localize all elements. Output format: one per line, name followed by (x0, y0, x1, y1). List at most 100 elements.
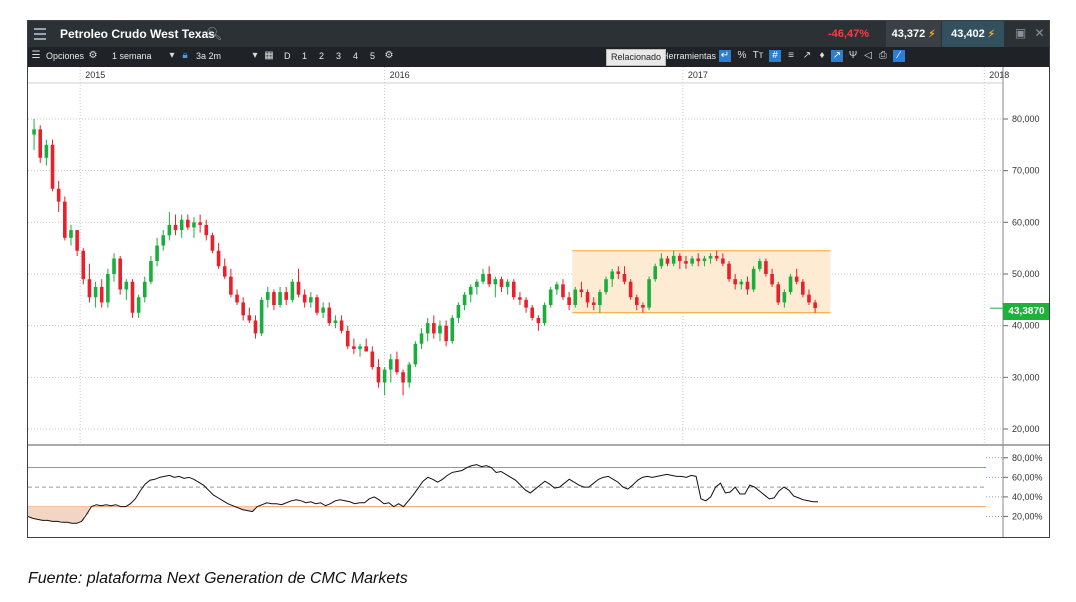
candle (167, 212, 172, 241)
close-icon[interactable]: ✕ (1034, 26, 1045, 40)
tools-menu[interactable]: Herramientas (662, 51, 717, 61)
sell-price-button[interactable]: 43,372 ⚡︎ (886, 21, 941, 47)
price-axis: 80,000 70,000 60,000 50,000 40,000 30,000 20,0… (990, 114, 1040, 434)
candle-body (530, 307, 535, 318)
y-tick-label: 30,000 (1012, 372, 1040, 382)
candle (358, 343, 362, 357)
candle (739, 279, 744, 290)
candle (124, 279, 129, 300)
pointer-icon[interactable]: ↗ (802, 50, 812, 61)
buy-price-button[interactable]: 43,402 ⚡︎ (942, 21, 1004, 47)
interval-select[interactable]: 1 semana (112, 51, 152, 61)
dropdown-arrow-icon[interactable]: ▾ (169, 50, 175, 61)
candle-body (124, 281, 129, 290)
period-3[interactable]: 3 (336, 51, 342, 61)
bolt-icon: ⚡︎ (987, 29, 995, 40)
candle-body (776, 284, 781, 303)
period-2[interactable]: 2 (319, 51, 325, 61)
candle (499, 276, 504, 293)
candle-body (696, 258, 701, 262)
range-select[interactable]: 3a 2m (196, 51, 222, 61)
y-tick-label: 40,000 (1012, 321, 1040, 331)
candle-body (499, 279, 504, 287)
popout-icon[interactable]: ▣ (1014, 26, 1027, 40)
candle (807, 289, 811, 305)
candle-body (641, 305, 645, 308)
candle-body (542, 305, 547, 324)
candle-body (628, 281, 633, 298)
x-tick-label: 2016 (390, 70, 410, 80)
candle (505, 279, 510, 295)
candle (782, 289, 787, 308)
candle (518, 292, 522, 305)
period-4[interactable]: 4 (353, 51, 359, 61)
print-icon[interactable]: ⎙ (879, 50, 887, 61)
candle (401, 369, 405, 396)
pattern-icon[interactable]: ≡ (788, 50, 794, 61)
candle (776, 281, 781, 305)
rsi-panel: 80,00% 60,00% 40,00% 20,00% (28, 453, 1043, 524)
candle (573, 286, 578, 308)
candle-body (44, 144, 49, 158)
shape-icon[interactable]: ◁ (864, 50, 872, 61)
gear-icon[interactable]: ⚙ (384, 50, 394, 61)
candle (438, 320, 442, 342)
marker-icon[interactable]: ♦ (819, 50, 825, 61)
candle (591, 297, 596, 311)
dropdown-arrow-icon[interactable]: ▾ (252, 50, 258, 61)
candle (345, 325, 350, 349)
crosshair-icon[interactable]: ↵ (719, 50, 731, 62)
candle (671, 250, 676, 267)
bolt-icon: ⚡︎ (928, 29, 936, 40)
candle (419, 328, 424, 349)
related-button[interactable]: Relacionado (606, 49, 667, 66)
candle-body (87, 279, 92, 298)
candle (376, 359, 381, 388)
gear-icon[interactable]: ⚙ (88, 50, 98, 61)
candle (81, 248, 86, 285)
candle (690, 255, 694, 267)
text-icon[interactable]: Tт (752, 50, 764, 61)
hamburger-icon[interactable] (34, 28, 46, 40)
price-chart[interactable]: 2015 2016 2017 2018 80,000 70,000 60,000 50,00… (28, 21, 1050, 538)
candle (468, 284, 473, 303)
candle (450, 315, 455, 344)
fork-icon[interactable]: Ψ (848, 50, 858, 61)
period-d[interactable]: D (284, 51, 291, 61)
candle (444, 320, 448, 347)
candle (241, 297, 245, 321)
candle-body (536, 317, 541, 324)
candle-body (432, 323, 436, 334)
candle-body (721, 258, 725, 264)
candle (309, 292, 313, 308)
eraser-icon[interactable]: ∕ (893, 50, 905, 62)
candle (548, 286, 553, 308)
period-5[interactable]: 5 (370, 51, 376, 61)
options-menu[interactable]: Opciones (46, 51, 85, 61)
rsi-oversold-area (28, 506, 255, 524)
candle (93, 281, 98, 308)
search-icon[interactable]: 🔍︎ (206, 26, 223, 41)
calendar-icon[interactable]: ▦ (264, 50, 274, 61)
candle (481, 268, 485, 285)
candle-body (253, 320, 258, 334)
candle-body (462, 294, 467, 305)
period-1[interactable]: 1 (302, 51, 308, 61)
candle-body (186, 219, 190, 228)
candle-body (419, 333, 424, 344)
candle (524, 297, 528, 313)
candle (272, 289, 276, 311)
trendline-icon[interactable]: ↗ (831, 50, 843, 62)
candle-body (229, 276, 233, 295)
lock-icon[interactable]: 🔒︎ (182, 50, 188, 61)
candle-body (622, 274, 627, 282)
y-tick-label: 50,000 (1012, 269, 1040, 279)
candle (567, 292, 571, 311)
candle (555, 281, 559, 295)
candle (32, 119, 36, 150)
candle (813, 299, 817, 313)
grid-icon[interactable]: # (769, 50, 781, 62)
list-icon[interactable]: ☰ (31, 50, 41, 61)
percent-icon[interactable]: % (737, 50, 747, 61)
candle-body (444, 325, 448, 342)
